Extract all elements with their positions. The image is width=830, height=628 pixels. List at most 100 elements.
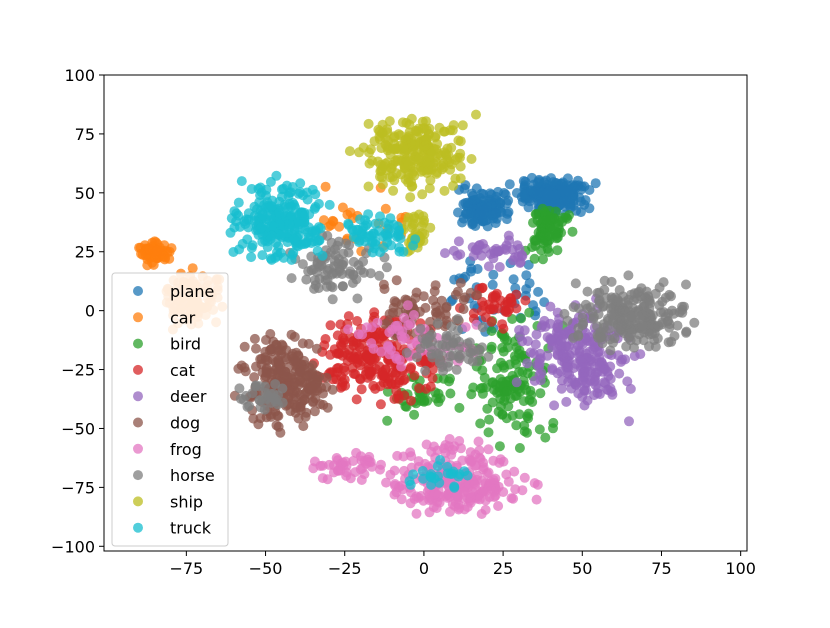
- data-point-truck: [360, 220, 371, 231]
- data-point-ship: [363, 181, 374, 192]
- legend-marker-car: [133, 312, 143, 323]
- data-point-horse: [669, 331, 680, 341]
- data-point-horse: [260, 381, 270, 392]
- data-point-dog: [425, 316, 436, 327]
- data-point-deer: [511, 377, 522, 388]
- data-point-ship: [344, 146, 355, 157]
- data-point-deer: [620, 354, 631, 365]
- data-point-horse: [621, 341, 632, 352]
- data-point-horse: [570, 278, 581, 289]
- data-point-horse: [381, 262, 392, 273]
- data-point-bird: [567, 226, 578, 237]
- data-point-plane: [528, 300, 539, 311]
- data-point-cat: [406, 395, 416, 406]
- data-point-horse: [259, 404, 270, 415]
- data-point-horse: [374, 270, 385, 281]
- y-tick-label: 0: [85, 302, 95, 321]
- data-point-cat: [409, 370, 420, 381]
- data-point-ship: [425, 175, 436, 186]
- data-point-horse: [437, 350, 447, 361]
- data-point-car: [320, 181, 331, 192]
- data-point-bird: [540, 228, 551, 239]
- data-point-deer: [494, 246, 505, 256]
- data-point-truck: [247, 240, 258, 251]
- data-point-cat: [468, 308, 479, 319]
- series-frog: [308, 300, 543, 519]
- data-point-truck: [343, 218, 354, 229]
- data-point-deer: [455, 249, 466, 260]
- data-point-truck: [408, 240, 419, 251]
- data-point-frog: [444, 434, 455, 444]
- data-point-frog: [397, 334, 408, 345]
- legend-marker-bird: [133, 338, 143, 349]
- data-point-plane: [526, 185, 537, 196]
- data-point-plane: [478, 216, 488, 227]
- data-point-deer: [590, 380, 601, 391]
- data-point-horse: [599, 275, 610, 286]
- data-point-ship: [403, 159, 413, 170]
- data-point-deer: [582, 366, 593, 377]
- data-point-ship: [425, 222, 436, 233]
- data-point-frog: [397, 326, 408, 337]
- data-point-frog: [384, 349, 395, 360]
- data-point-plane: [486, 189, 497, 200]
- data-point-bird: [486, 326, 497, 336]
- data-point-frog: [431, 503, 442, 514]
- data-point-truck: [257, 250, 268, 261]
- data-point-car: [166, 243, 177, 254]
- data-point-cat: [343, 311, 354, 322]
- x-axis: −75 −50 −25 0 25 50 75 100: [169, 551, 756, 578]
- data-point-frog: [394, 482, 405, 492]
- data-point-horse: [338, 257, 349, 268]
- legend-label-dog: dog: [170, 414, 200, 433]
- data-point-horse: [664, 289, 675, 300]
- data-point-dog: [418, 291, 429, 302]
- data-point-cat: [477, 283, 487, 294]
- data-point-dog: [290, 378, 301, 389]
- data-point-deer: [577, 375, 588, 386]
- data-point-truck: [289, 234, 300, 245]
- data-point-horse: [672, 320, 683, 331]
- data-point-deer: [625, 383, 636, 394]
- data-point-truck: [309, 236, 319, 247]
- data-point-horse: [452, 314, 463, 324]
- data-point-deer: [622, 376, 633, 387]
- data-point-dog: [297, 338, 308, 349]
- data-point-frog: [482, 468, 492, 479]
- y-tick-label: −100: [51, 537, 95, 556]
- data-point-truck: [317, 250, 328, 261]
- data-point-frog: [459, 486, 470, 497]
- series-plane: [446, 172, 601, 337]
- data-point-truck: [265, 233, 276, 244]
- data-point-frog: [531, 494, 542, 505]
- x-tick-label: −25: [328, 559, 362, 578]
- data-point-ship: [455, 161, 466, 172]
- data-point-dog: [309, 406, 320, 417]
- data-point-plane: [511, 188, 522, 198]
- data-point-deer: [561, 396, 572, 407]
- data-point-deer: [589, 390, 600, 401]
- data-point-ship: [442, 143, 453, 154]
- data-point-dog: [321, 372, 332, 383]
- data-point-deer: [602, 384, 613, 395]
- data-point-horse: [401, 347, 412, 358]
- data-point-dog: [233, 363, 244, 374]
- data-point-frog: [483, 444, 494, 455]
- data-point-bird: [511, 420, 522, 431]
- data-point-horse: [644, 329, 655, 340]
- data-point-cat: [351, 394, 362, 405]
- data-point-truck: [284, 187, 295, 198]
- data-point-ship: [431, 168, 442, 179]
- data-point-horse: [365, 268, 376, 279]
- data-point-horse: [337, 269, 348, 279]
- x-tick-label: −50: [249, 559, 283, 578]
- data-point-plane: [495, 197, 506, 208]
- data-point-dog: [307, 385, 317, 395]
- data-point-dog: [299, 355, 310, 366]
- data-point-frog: [408, 310, 419, 320]
- data-point-cat: [497, 319, 508, 330]
- data-point-frog: [389, 465, 400, 476]
- data-point-horse: [662, 316, 673, 327]
- data-point-deer: [494, 262, 505, 272]
- data-point-deer: [531, 329, 542, 340]
